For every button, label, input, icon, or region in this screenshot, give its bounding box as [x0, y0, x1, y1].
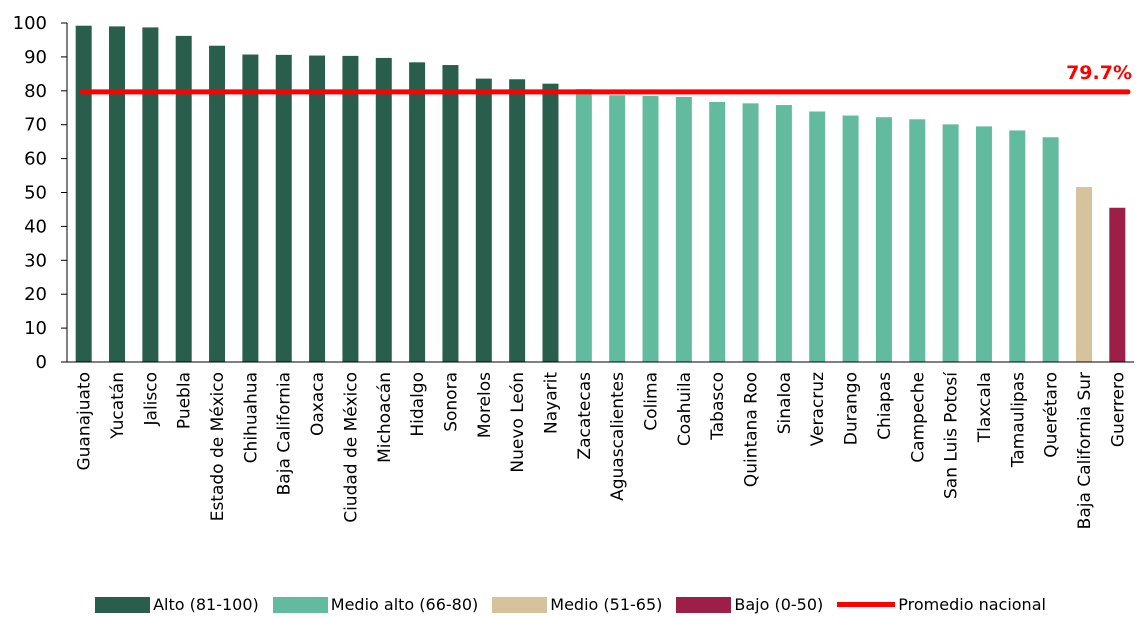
bar — [709, 101, 726, 363]
bar — [375, 57, 392, 363]
bar — [109, 26, 126, 362]
legend-swatch-medio-alto — [272, 596, 328, 613]
x-tick-label: Querétaro — [1042, 372, 1062, 458]
y-tick-label: 70 — [24, 115, 47, 136]
legend-swatch-alto — [95, 596, 151, 613]
x-tick-label: Guanajuato — [75, 372, 95, 471]
bar — [75, 25, 92, 363]
bar — [609, 95, 626, 363]
x-tick-label: San Luis Potosí — [942, 371, 962, 499]
legend-label-medio-alto: Medio alto (66-80) — [330, 595, 479, 614]
y-tick-label: 10 — [24, 318, 47, 339]
x-tick-label: Puebla — [175, 372, 195, 429]
bar — [142, 27, 159, 362]
bar — [875, 117, 892, 363]
legend-item-medio-alto: Medio alto (66-80) — [272, 595, 479, 614]
x-tick-label: Sinaloa — [775, 372, 795, 434]
legend-line-promedio — [837, 602, 896, 607]
y-tick-label: 100 — [13, 13, 47, 34]
y-tick-label: 0 — [36, 352, 47, 373]
y-axis: 0 10 20 30 40 50 60 70 80 90 100 — [13, 13, 68, 373]
bar — [542, 83, 559, 363]
x-axis: Guanajuato Yucatán Jalisco Puebla Estado de … — [67, 361, 1134, 529]
legend-item-alto: Alto (81-100) — [95, 595, 259, 614]
legend-label-promedio: Promedio nacional — [898, 595, 1046, 614]
y-tick-label: 30 — [24, 250, 47, 271]
bar — [242, 54, 259, 362]
x-tick-label: Nayarit — [541, 372, 561, 434]
bar — [1042, 137, 1059, 362]
bar — [209, 45, 226, 363]
x-tick-label: Colima — [642, 372, 662, 431]
bars — [75, 25, 1126, 363]
x-tick-label: Coahuila — [675, 372, 695, 446]
x-tick-label: Veracruz — [808, 372, 828, 446]
legend-item-promedio: Promedio nacional — [837, 595, 1046, 614]
y-tick-label: 40 — [24, 216, 47, 237]
legend-label-bajo: Bajo (0-50) — [734, 595, 824, 614]
bar — [509, 79, 526, 363]
x-tick-label: Campeche — [908, 372, 928, 463]
legend: Alto (81-100) Medio alto (66-80) Medio (… — [0, 595, 1141, 614]
average-layer: 79.7% — [79, 62, 1132, 95]
x-tick-label: Morelos — [475, 372, 495, 438]
x-tick-label: Tlaxcala — [975, 372, 995, 443]
y-tick-label: 20 — [24, 284, 47, 305]
x-tick-label: Chihuahua — [241, 372, 261, 463]
x-tick-label: Jalisco — [141, 372, 161, 426]
bar-chart: 0 10 20 30 40 50 60 70 80 90 100 Guanajuato Yucatán… — [13, 13, 1134, 529]
bar — [809, 111, 826, 362]
bar — [275, 54, 292, 363]
x-tick-label: Durango — [842, 372, 862, 445]
bar — [909, 119, 926, 362]
bar — [1075, 187, 1092, 362]
bar — [175, 35, 192, 362]
x-tick-label: Aguascalientes — [608, 372, 628, 501]
x-tick-label: Michoacán — [375, 372, 395, 463]
legend-label-alto: Alto (81-100) — [153, 595, 259, 614]
x-tick-label: Baja California — [275, 372, 295, 495]
x-tick-label: Nuevo León — [508, 372, 528, 473]
legend-item-medio: Medio (51-65) — [492, 595, 662, 614]
x-tick-label: Yucatán — [108, 372, 128, 440]
bar — [942, 124, 959, 362]
bar — [1109, 207, 1126, 362]
bar — [575, 89, 592, 362]
x-tick-label: Zacatecas — [575, 372, 595, 460]
bar — [675, 96, 692, 363]
bar — [842, 115, 859, 362]
y-tick-label: 60 — [24, 149, 47, 170]
x-tick-label: Quintana Roo — [742, 372, 762, 487]
bar — [409, 62, 426, 362]
legend-swatch-bajo — [676, 596, 732, 613]
average-label: 79.7% — [1066, 62, 1132, 84]
bar — [742, 103, 759, 362]
bar — [775, 105, 792, 362]
bar — [975, 126, 992, 363]
legend-item-bajo: Bajo (0-50) — [676, 595, 823, 614]
bar — [642, 95, 659, 362]
legend-label-medio: Medio (51-65) — [550, 595, 663, 614]
x-tick-label: Baja California Sur — [1075, 372, 1095, 529]
x-tick-label: Chiapas — [875, 372, 895, 440]
bar — [442, 65, 459, 362]
bar — [309, 55, 326, 362]
bar — [342, 55, 359, 362]
bar — [475, 78, 492, 362]
x-tick-label: Ciudad de México — [341, 372, 361, 523]
x-tick-label: Estado de México — [208, 372, 228, 521]
x-tick-label: Tamaulipas — [1008, 372, 1028, 468]
y-tick-label: 50 — [24, 183, 47, 204]
x-tick-label: Hidalgo — [408, 372, 428, 437]
bar — [1009, 130, 1026, 362]
legend-swatch-medio — [492, 596, 548, 613]
x-tick-label: Oaxaca — [308, 372, 328, 436]
x-tick-label: Tabasco — [708, 372, 728, 441]
y-tick-label: 90 — [24, 47, 47, 68]
x-tick-label: Guerrero — [1108, 372, 1128, 447]
x-tick-label: Sonora — [441, 372, 461, 432]
y-tick-label: 80 — [24, 81, 47, 102]
